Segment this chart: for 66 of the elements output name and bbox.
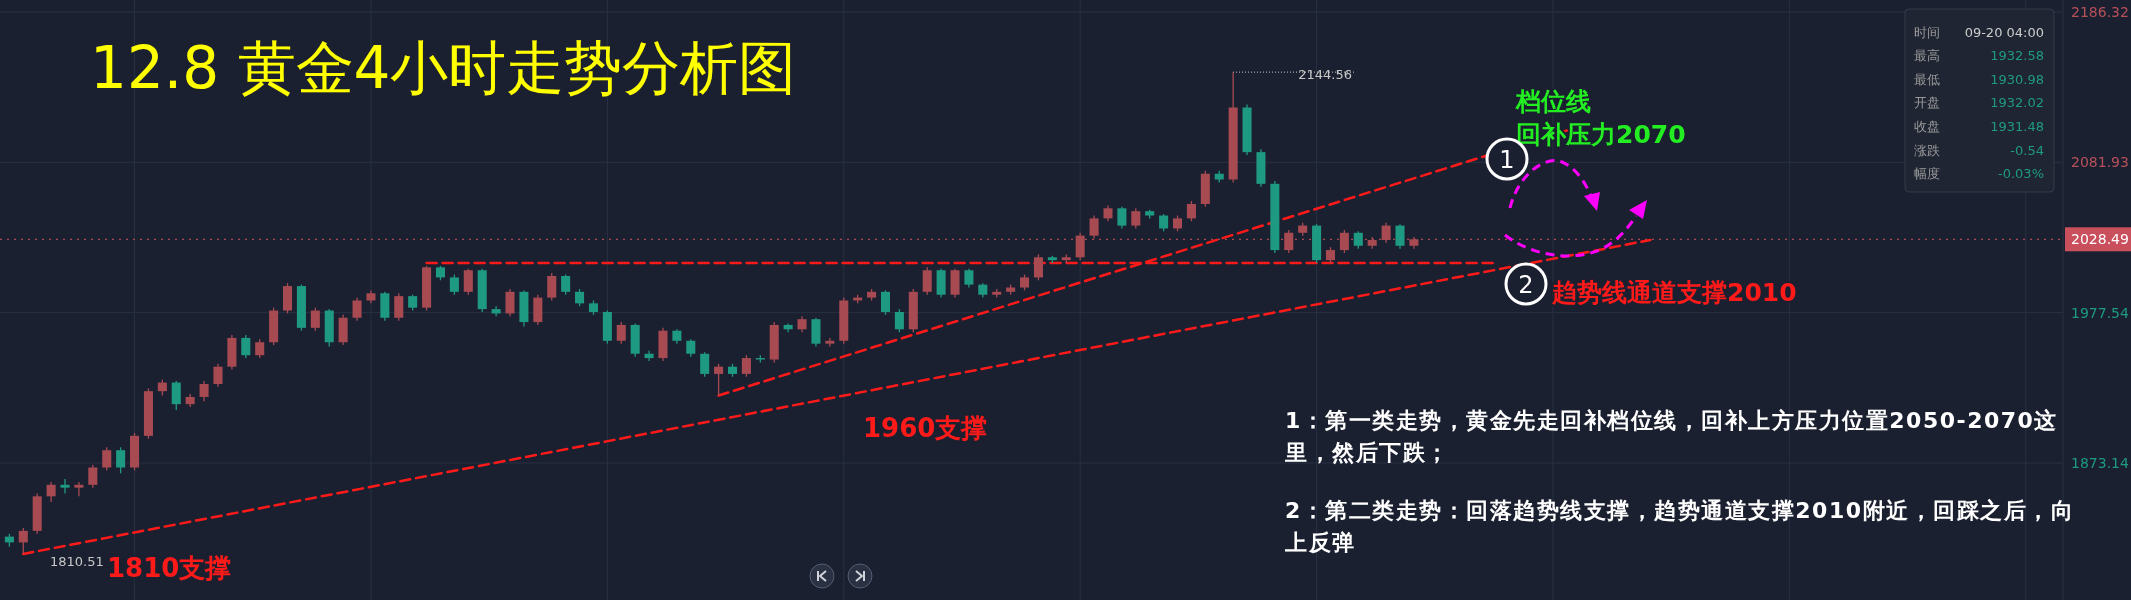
candlestick xyxy=(616,321,626,345)
candlestick xyxy=(964,268,974,289)
candlestick xyxy=(547,272,557,302)
y-tick-label: 1977.54 xyxy=(2071,304,2129,321)
candlestick xyxy=(1117,206,1127,230)
annotation: 趋势线通道支撑2010 xyxy=(1551,278,1797,307)
annotation: 1810.51 xyxy=(50,553,104,569)
candlestick xyxy=(241,334,251,359)
candlestick xyxy=(561,273,571,296)
candlestick xyxy=(894,308,904,333)
candlestick xyxy=(741,354,751,378)
candlestick xyxy=(88,463,98,489)
annotation: 幅度 xyxy=(1914,166,1940,182)
annotation: 开盘 xyxy=(1914,95,1940,111)
candlestick xyxy=(880,289,890,316)
chart-title: 12.8 黄金4小时走势分析图 xyxy=(90,34,797,102)
candlestick xyxy=(700,351,710,378)
annotation: 1810支撑 xyxy=(107,553,232,583)
candlestick xyxy=(449,273,459,296)
annotation: 1：第一类走势，黄金先走回补档位线，回补上方压力位置2050-2070这里，然后下跌； xyxy=(1285,408,2058,465)
candlestick xyxy=(102,446,112,472)
annotation: 1 xyxy=(1499,146,1515,174)
annotation: 最低 xyxy=(1914,71,1940,87)
annotation: 收盘 xyxy=(1914,118,1940,134)
candlestick xyxy=(463,268,473,296)
candlestick xyxy=(825,337,835,348)
candlestick xyxy=(644,350,654,362)
candlestick xyxy=(213,363,223,388)
y-tick-label: 2186.32 xyxy=(2071,4,2129,20)
candlestick xyxy=(199,380,209,402)
ref-line-label: 2028.49 xyxy=(2071,231,2129,248)
candlestick xyxy=(310,307,320,332)
annotation: 时间 xyxy=(1914,24,1940,40)
annotation: 09-20 04:00 xyxy=(1964,24,2044,40)
candlestick xyxy=(18,527,28,554)
candlestick xyxy=(491,305,501,317)
annotation: -0.03% xyxy=(1998,166,2044,182)
candlestick xyxy=(1033,253,1043,281)
candlestick xyxy=(922,266,932,296)
annotation: 最高 xyxy=(1914,48,1940,64)
candlestick xyxy=(394,292,404,322)
candlestick xyxy=(1131,207,1141,230)
annotation: 2 xyxy=(1518,271,1534,299)
candlestick xyxy=(60,478,70,495)
annotation: 涨跌 xyxy=(1914,142,1940,158)
candlestick xyxy=(116,446,126,474)
annotation: 1931.48 xyxy=(1990,118,2044,134)
candlestick xyxy=(171,380,181,411)
annotation: -0.54 xyxy=(2010,142,2044,158)
y-tick-label: 2081.93 xyxy=(2071,154,2129,171)
annotation: 2144.56 xyxy=(1298,66,1352,82)
candlestick xyxy=(1186,200,1196,222)
candlestick xyxy=(714,363,724,397)
y-tick-label: 1873.14 xyxy=(2071,454,2129,471)
candlestick xyxy=(1395,223,1405,250)
annotation: 档位线 xyxy=(1515,87,1591,116)
annotation: 2：第二类走势：回落趋势线支撑，趋势通道支撑2010附近，回踩之后，向上反弹 xyxy=(1285,497,2075,557)
candlestick xyxy=(352,296,362,322)
candlestick xyxy=(46,481,56,503)
candlestick xyxy=(74,481,84,497)
annotation: 1930.98 xyxy=(1990,71,2044,87)
annotation: 1960支撑 xyxy=(863,413,988,443)
annotation: 1932.58 xyxy=(1990,48,2044,64)
candlestick xyxy=(505,288,515,317)
annotation: 1932.02 xyxy=(1990,95,2044,111)
candlestick xyxy=(255,338,265,359)
